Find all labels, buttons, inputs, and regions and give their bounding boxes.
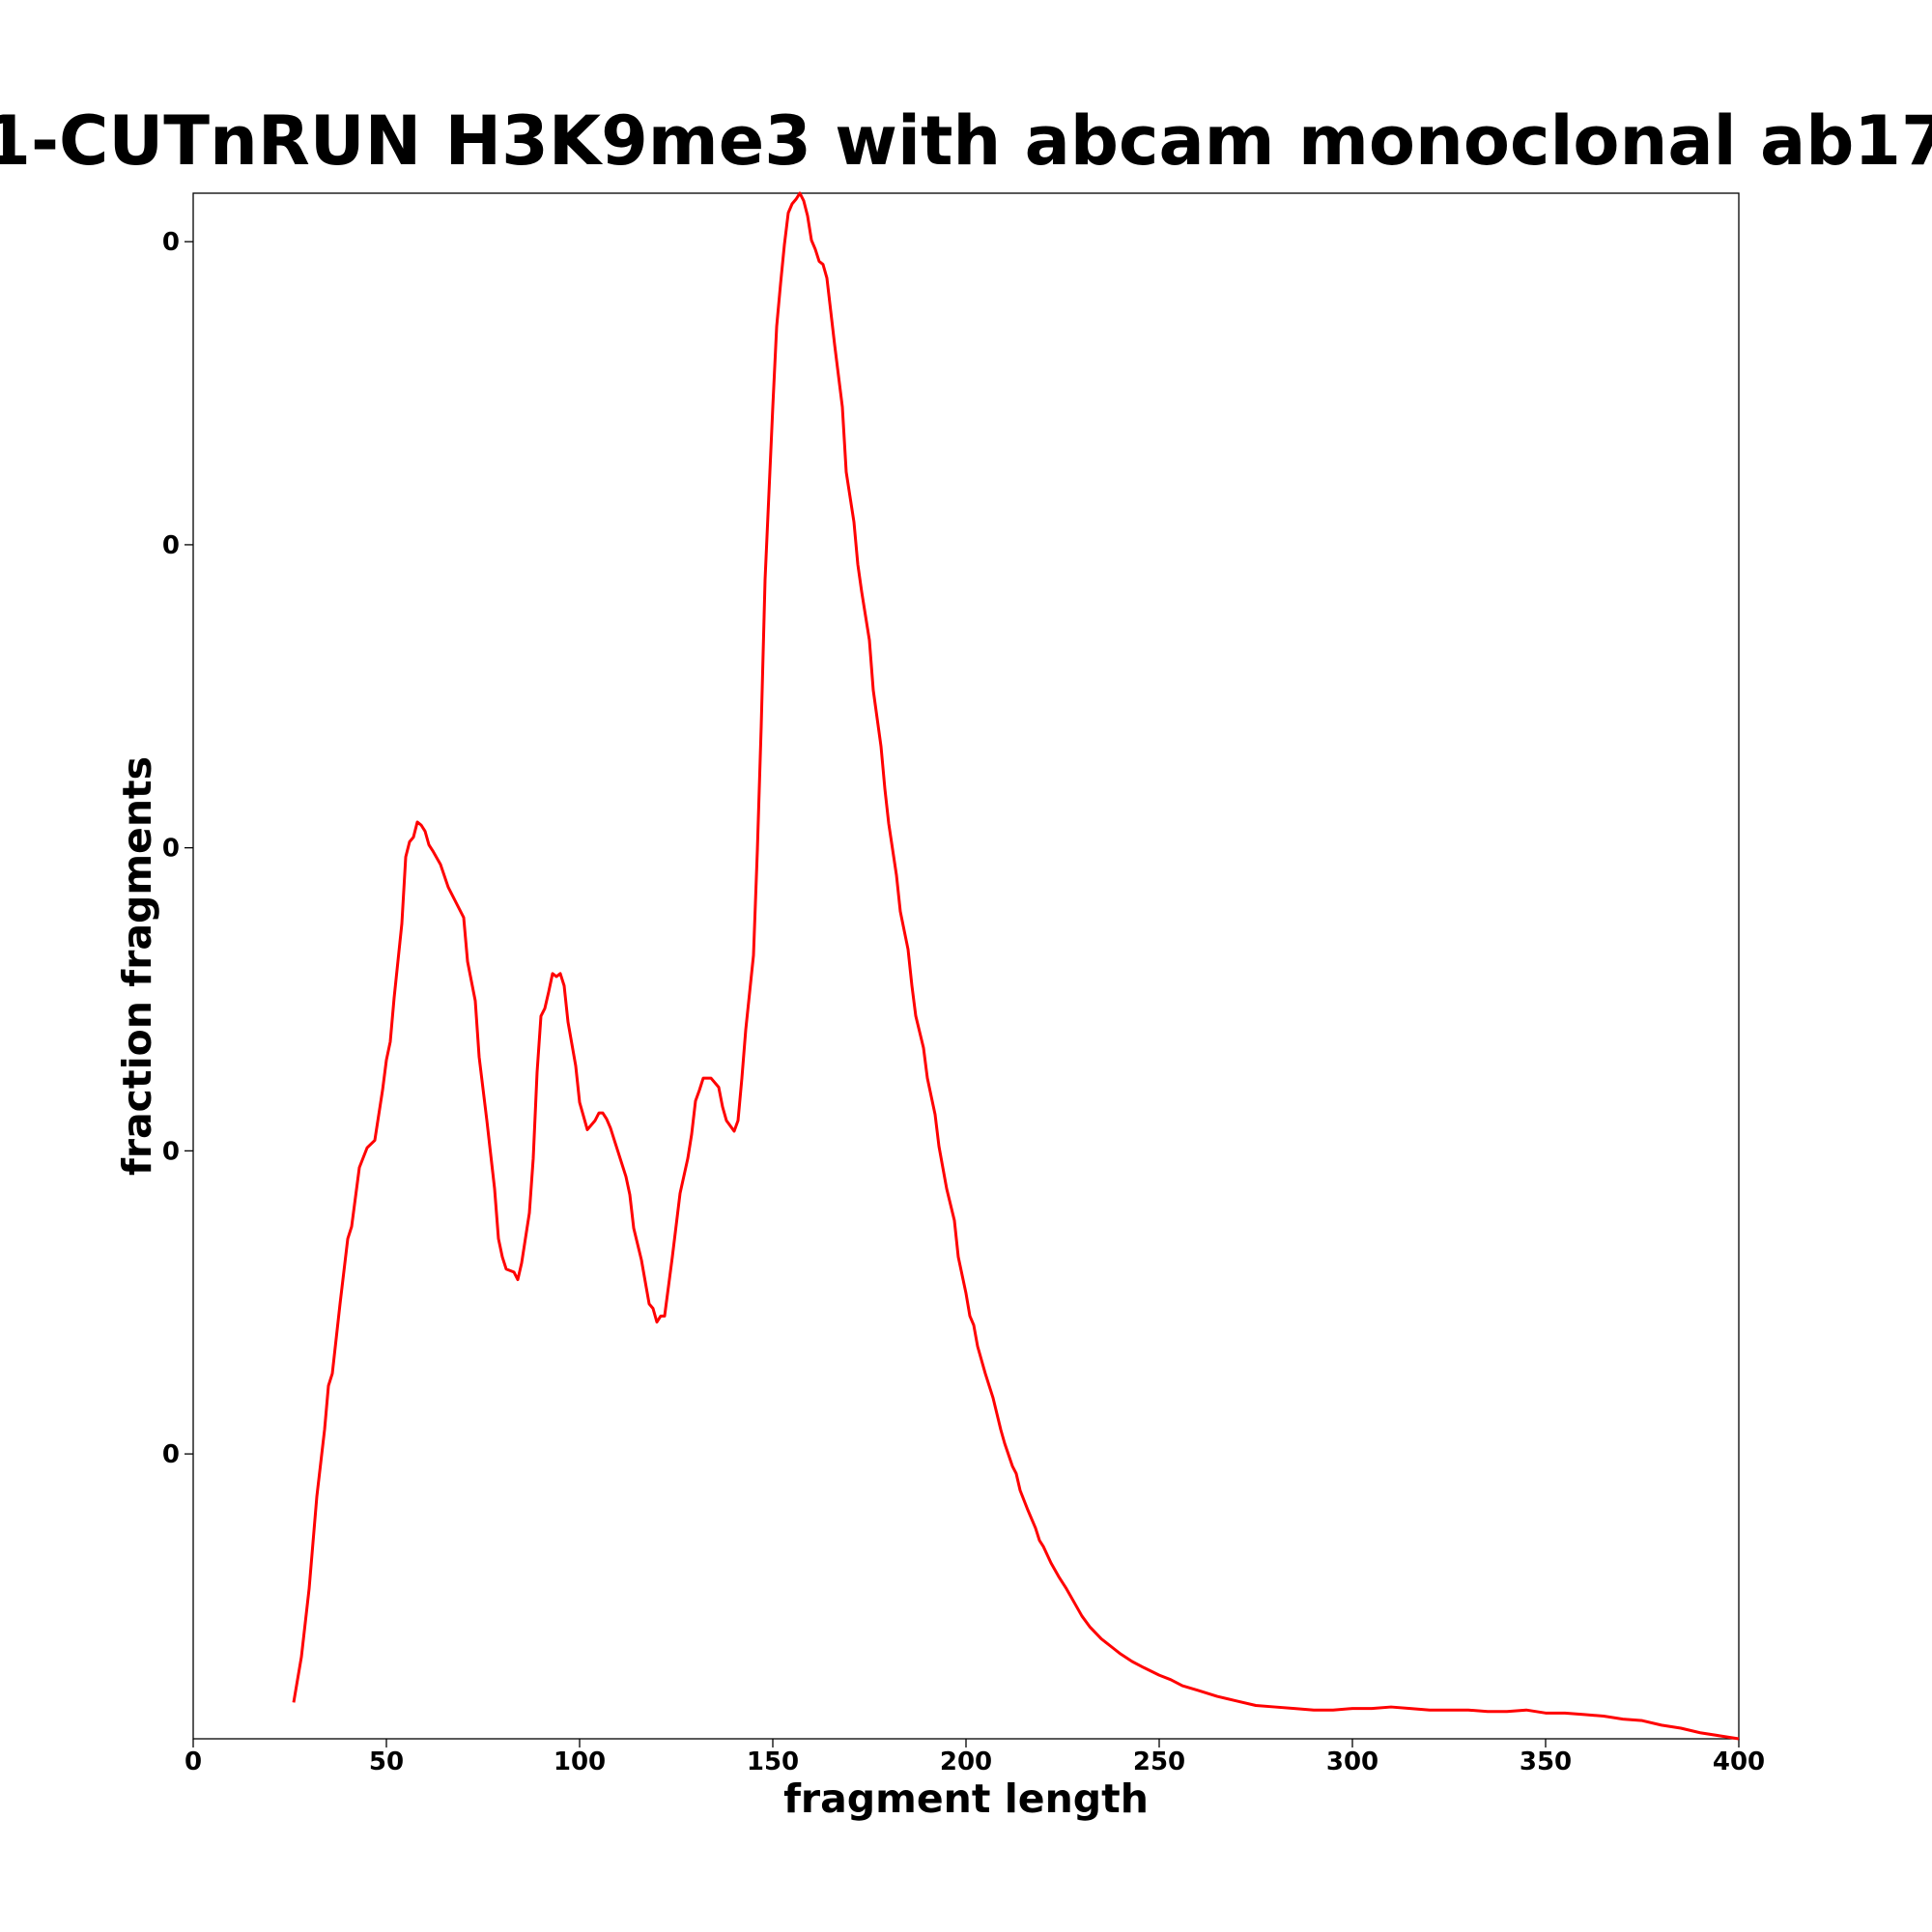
plot-frame xyxy=(192,192,1740,1740)
chart-title: 1-CUTnRUN H3K9me3 with abcam monoclonal … xyxy=(0,101,1932,181)
y-tick-label: 0 xyxy=(162,1137,180,1166)
x-tick-label: 400 xyxy=(1713,1747,1765,1776)
x-tick-label: 100 xyxy=(554,1747,606,1776)
x-tick-label: 200 xyxy=(940,1747,992,1776)
x-tick-label: 0 xyxy=(185,1747,202,1776)
y-tick-label: 0 xyxy=(162,1440,180,1469)
x-tick-label: 50 xyxy=(369,1747,404,1776)
y-tick-label: 0 xyxy=(162,835,180,864)
data-line xyxy=(292,191,1740,1741)
x-tick-label: 150 xyxy=(747,1747,799,1776)
y-tick-label: 0 xyxy=(162,531,180,560)
y-axis-label: fraction fragments xyxy=(114,756,160,1176)
x-tick-label: 250 xyxy=(1133,1747,1185,1776)
y-tick-label: 0 xyxy=(162,228,180,257)
x-tick-label: 350 xyxy=(1520,1747,1572,1776)
x-tick-label: 300 xyxy=(1326,1747,1378,1776)
x-axis-label: fragment length xyxy=(783,1776,1149,1822)
